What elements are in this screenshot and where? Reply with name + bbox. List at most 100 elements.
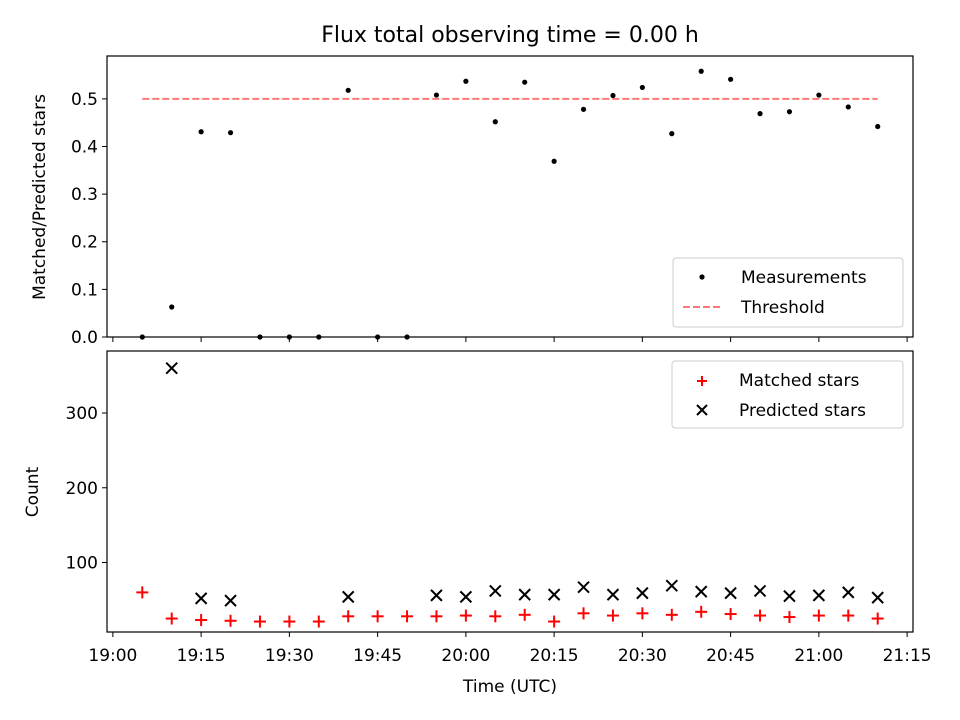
predicted-star-stroke (753, 584, 767, 598)
matched-star-point (165, 612, 178, 625)
predicted-star-point (724, 586, 737, 600)
ratio-y-tick-label: 0.0 (71, 328, 98, 348)
measurement-point (610, 92, 616, 99)
predicted-star-point (518, 588, 531, 601)
predicted-star-stroke (547, 588, 561, 601)
predicted-star-point (783, 589, 796, 603)
count-y-tick-label: 300 (66, 404, 98, 424)
predicted-star-point (165, 361, 178, 375)
measurement-point (845, 104, 851, 110)
measurement-point (139, 334, 145, 340)
ratio-y-tick-label: 0.3 (71, 185, 98, 205)
predicted-star-stroke (665, 579, 678, 592)
predicted-star-stroke (694, 585, 708, 598)
predicted-star-point (194, 592, 208, 605)
matched-star-point (371, 610, 384, 623)
ratio-legend: Measurements Threshold (672, 257, 904, 328)
predicted-star-point (665, 579, 678, 592)
measurement-point (169, 304, 175, 310)
predicted-star-stroke (783, 589, 796, 603)
count-panel-frame (106, 350, 914, 633)
x-axis-label: Time (UTC) (462, 677, 557, 697)
measurement-point (227, 130, 234, 136)
predicted-star-point (694, 585, 708, 598)
predicted-star-stroke (165, 361, 178, 375)
measurement-point (286, 334, 292, 340)
measurement-point (198, 129, 204, 135)
count-y-tick-label: 200 (66, 479, 98, 499)
matched-star-point (312, 615, 325, 628)
ratio-x-ticks (112, 337, 908, 342)
measurement-point (728, 76, 734, 82)
ratio-panel: Matched/Predicted stars 0.00.10.20.30.40… (30, 55, 914, 348)
measurement-point (257, 334, 263, 340)
matched-star-point (401, 610, 414, 623)
matched-star-point (665, 608, 678, 621)
predicted-star-stroke (518, 588, 531, 601)
count-x-tick-label: 20:45 (706, 646, 755, 666)
matched-star-point (342, 610, 355, 623)
matched-star-point (518, 608, 531, 621)
predicted-star-point (224, 594, 237, 607)
count-y-axis-label: Count (23, 466, 43, 517)
predicted-star-point (871, 591, 884, 604)
predicted-star-point (489, 584, 502, 598)
legend-marker-measurements (699, 274, 705, 280)
predicted-star-stroke (489, 584, 502, 598)
count-x-tick-label: 19:45 (353, 646, 402, 666)
matched-star-point (224, 614, 237, 627)
ratio-y-tick-label: 0.1 (71, 280, 98, 300)
count-x-ticks: 19:00 19:15 19:30 19:45 20:00 20:15 20:30 20:45… (88, 632, 932, 666)
measurement-point (345, 87, 351, 93)
predicted-star-point (430, 589, 443, 602)
legend-label-measurements: Measurements (741, 268, 867, 288)
ratio-y-tick-label: 0.5 (71, 90, 98, 110)
ratio-y-tick-label: 0.4 (71, 137, 98, 157)
count-legend: Matched stars Predicted stars (671, 360, 904, 429)
measurement-point (639, 84, 645, 91)
predicted-star-point (577, 580, 590, 594)
count-x-tick-label: 19:30 (265, 646, 314, 666)
matched-star-point (489, 610, 502, 623)
measurement-point (492, 119, 498, 125)
measurement-point (698, 68, 704, 74)
matched-star-point (754, 609, 767, 622)
measurement-point (522, 79, 528, 85)
measurement-point (786, 109, 793, 115)
predicted-star-point (812, 589, 826, 602)
matched-star-point (253, 615, 266, 628)
ratio-y-ticks: 0.0 0.1 0.2 0.3 0.4 0.5 (71, 90, 107, 348)
predicted-star-point (606, 588, 620, 601)
measurement-point (875, 123, 881, 130)
measurement-point (816, 92, 822, 98)
legend-label-predicted: Predicted stars (739, 401, 866, 421)
predicted-star-stroke (871, 591, 884, 604)
matched-star-point (842, 609, 855, 622)
measurement-point (404, 334, 410, 340)
matched-star-point (136, 586, 149, 599)
matched-star-point (812, 609, 825, 622)
predicted-star-stroke (430, 589, 443, 602)
count-x-tick-label: 19:15 (177, 646, 226, 666)
chart-title: Flux total observing time = 0.00 h (321, 23, 699, 48)
measurement-point (757, 111, 763, 117)
count-x-tick-label: 20:30 (618, 646, 667, 666)
matched-star-point (636, 607, 649, 620)
legend-label-matched: Matched stars (739, 371, 859, 391)
legend-marker-predicted (696, 404, 708, 416)
count-y-ticks: 100 200 300 (66, 404, 107, 573)
predicted-star-point (753, 584, 767, 598)
predicted-star-point (459, 590, 473, 604)
matched-star-point (195, 614, 208, 627)
predicted-star-stroke (577, 580, 590, 594)
matched-star-point (606, 609, 619, 622)
ratio-y-axis-label: Matched/Predicted stars (30, 94, 50, 300)
predicted-star-stroke (224, 594, 237, 607)
predicted-star-stroke (812, 589, 826, 602)
legend-label-threshold: Threshold (740, 298, 825, 318)
ratio-y-tick-label: 0.2 (71, 233, 98, 253)
ratio-legend-box (672, 257, 904, 328)
matched-star-point (871, 612, 884, 625)
count-x-tick-label: 21:00 (794, 646, 843, 666)
